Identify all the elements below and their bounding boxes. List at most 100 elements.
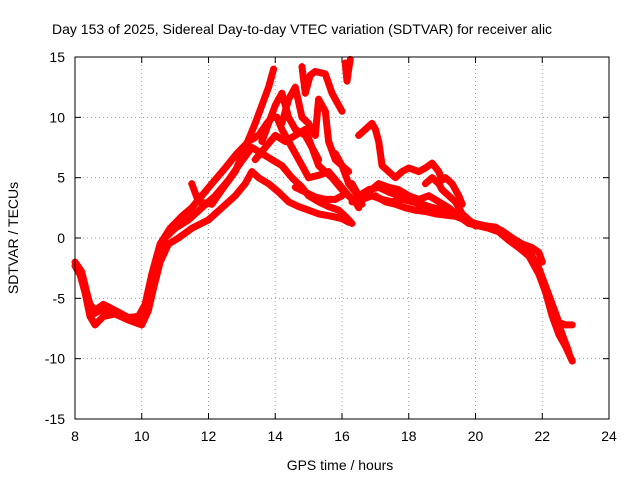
data-point xyxy=(355,192,363,200)
data-point xyxy=(289,87,297,95)
data-point xyxy=(492,223,500,231)
data-point xyxy=(261,128,269,136)
data-point xyxy=(116,312,123,320)
data-point xyxy=(251,156,259,164)
data-point xyxy=(562,321,570,329)
data-point xyxy=(370,185,378,193)
data-point xyxy=(305,206,313,214)
data-point xyxy=(381,198,389,206)
data-point xyxy=(191,210,199,218)
data-point xyxy=(289,146,297,154)
data-point xyxy=(458,210,466,218)
data-point xyxy=(205,184,212,192)
data-point xyxy=(83,298,91,306)
data-point xyxy=(266,115,274,123)
data-point xyxy=(453,188,461,196)
data-point xyxy=(340,166,348,174)
series-track-4 xyxy=(188,65,278,208)
data-point xyxy=(155,263,163,271)
data-point xyxy=(278,191,286,199)
data-point xyxy=(74,264,82,272)
data-point xyxy=(188,213,196,221)
data-point xyxy=(120,314,128,322)
data-point xyxy=(235,188,243,196)
data-point xyxy=(325,137,333,145)
data-point xyxy=(388,171,396,179)
data-point xyxy=(316,69,324,77)
data-point xyxy=(324,211,332,219)
data-point xyxy=(523,242,531,250)
data-point xyxy=(146,301,154,309)
data-point xyxy=(562,340,570,348)
data-point xyxy=(273,159,281,167)
series-track-2 xyxy=(71,144,356,325)
data-point xyxy=(361,125,369,133)
data-point xyxy=(255,174,263,182)
data-point xyxy=(239,148,247,156)
data-point xyxy=(315,95,323,103)
x-tick-label: 24 xyxy=(601,428,617,444)
data-point xyxy=(227,157,235,165)
data-point xyxy=(77,274,85,282)
data-point xyxy=(363,194,371,202)
data-point xyxy=(183,228,191,236)
data-point xyxy=(513,238,521,246)
data-point xyxy=(152,274,160,282)
data-point xyxy=(144,306,152,314)
data-point xyxy=(148,290,156,298)
data-point xyxy=(302,170,310,178)
data-point xyxy=(395,186,403,194)
data-point xyxy=(377,156,385,164)
y-tick-label: -10 xyxy=(45,351,65,367)
data-point xyxy=(105,311,113,319)
data-point xyxy=(266,79,274,87)
data-point xyxy=(378,162,386,170)
x-tick-label: 20 xyxy=(468,428,484,444)
data-point xyxy=(332,97,340,105)
y-tick-label: 0 xyxy=(57,230,65,246)
series-track-1 xyxy=(71,113,366,322)
data-point xyxy=(267,74,275,82)
data-point xyxy=(221,164,229,172)
data-point xyxy=(294,93,301,101)
data-point xyxy=(538,276,546,284)
data-point xyxy=(160,249,168,257)
data-point xyxy=(133,319,141,327)
data-point xyxy=(82,293,90,301)
data-point xyxy=(111,310,119,318)
data-point xyxy=(528,255,536,263)
data-point xyxy=(298,63,306,71)
data-point xyxy=(308,144,316,151)
series-track-8 xyxy=(251,125,323,164)
data-point xyxy=(365,186,373,194)
data-point xyxy=(316,194,324,202)
data-point xyxy=(235,158,243,166)
data-point xyxy=(188,180,196,188)
data-point xyxy=(260,177,268,185)
data-point xyxy=(168,228,176,236)
data-point xyxy=(415,200,423,208)
data-point xyxy=(271,101,279,109)
data-point xyxy=(540,281,548,289)
chart-title: Day 153 of 2025, Sidereal Day-to-day VTE… xyxy=(52,21,552,37)
data-point xyxy=(258,137,266,145)
data-point xyxy=(420,194,428,202)
data-point xyxy=(560,335,568,343)
data-point xyxy=(279,115,287,123)
data-point xyxy=(287,91,295,99)
data-point xyxy=(319,103,327,111)
data-point xyxy=(291,183,299,191)
data-point xyxy=(225,177,233,185)
x-tick-label: 22 xyxy=(534,428,550,444)
data-point xyxy=(291,131,299,139)
data-point xyxy=(180,219,188,227)
data-point xyxy=(188,204,196,212)
data-point xyxy=(557,326,565,334)
data-point xyxy=(328,89,336,97)
data-point xyxy=(281,137,289,145)
data-point xyxy=(263,153,271,161)
data-point xyxy=(295,98,303,106)
data-point xyxy=(228,172,236,180)
data-point xyxy=(278,89,286,97)
